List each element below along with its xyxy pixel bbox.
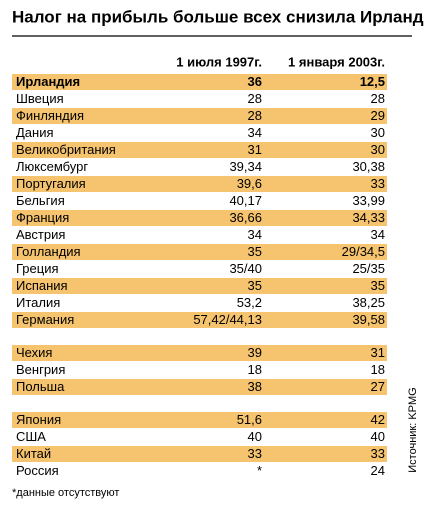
country: Польша (16, 379, 65, 394)
cell-2003: 33 (371, 446, 385, 461)
country: Россия (16, 463, 59, 478)
row-band (12, 446, 387, 462)
cell-1997: 31 (248, 142, 262, 157)
country: Португалия (16, 176, 86, 191)
country: США (16, 429, 46, 444)
cell-1997: 28 (248, 108, 262, 123)
cell-2003: 28 (371, 91, 385, 106)
cell-1997: * (257, 463, 262, 478)
cell-1997: 40 (248, 429, 262, 444)
column-header: 1 июля 1997г. (176, 54, 262, 69)
row-band (12, 345, 387, 361)
country: Япония (16, 412, 61, 427)
cell-1997: 35 (248, 278, 262, 293)
source: Источник: KPMG (407, 387, 419, 472)
cell-1997: 57,42/44,13 (193, 312, 262, 327)
country: Китай (16, 446, 51, 461)
country: Испания (16, 278, 68, 293)
cell-1997: 51,6 (237, 412, 262, 427)
cell-2003: 31 (371, 345, 385, 360)
country: Швеция (16, 91, 64, 106)
cell-1997: 28 (248, 91, 262, 106)
cell-1997: 39,34 (229, 159, 262, 174)
row-band (12, 108, 387, 124)
cell-2003: 12,5 (360, 74, 385, 89)
country: Дания (16, 125, 54, 140)
country: Франция (16, 210, 69, 225)
cell-1997: 40,17 (229, 193, 262, 208)
cell-2003: 35 (371, 278, 385, 293)
cell-1997: 35 (248, 244, 262, 259)
row-band (12, 176, 387, 192)
cell-2003: 30,38 (352, 159, 385, 174)
cell-2003: 39,58 (352, 312, 385, 327)
cell-2003: 34 (371, 227, 385, 242)
row-band (12, 210, 387, 226)
cell-2003: 25/35 (352, 261, 385, 276)
country: Австрия (16, 227, 65, 242)
cell-2003: 40 (371, 429, 385, 444)
title: Налог на прибыль больше всех снизила Ирл… (12, 7, 424, 26)
row-band (12, 278, 387, 294)
cell-2003: 38,25 (352, 295, 385, 310)
column-header: 1 января 2003г. (288, 54, 385, 69)
cell-2003: 18 (371, 362, 385, 377)
country: Венгрия (16, 362, 65, 377)
footnote: *данные отсутствуют (12, 487, 119, 499)
country: Ирландия (16, 74, 80, 89)
country: Бельгия (16, 193, 65, 208)
cell-1997: 53,2 (237, 295, 262, 310)
cell-1997: 18 (248, 362, 262, 377)
cell-1997: 34 (248, 227, 262, 242)
cell-2003: 24 (371, 463, 385, 478)
country: Голландия (16, 244, 81, 259)
cell-1997: 35/40 (229, 261, 262, 276)
cell-1997: 33 (248, 446, 262, 461)
country: Великобритания (16, 142, 116, 157)
row-band (12, 312, 387, 328)
cell-1997: 39 (248, 345, 262, 360)
row-band (12, 379, 387, 395)
cell-1997: 39,6 (237, 176, 262, 191)
cell-2003: 33 (371, 176, 385, 191)
row-band (12, 74, 387, 90)
cell-2003: 42 (371, 412, 385, 427)
country: Германия (16, 312, 74, 327)
row-band (12, 142, 387, 158)
country: Финляндия (16, 108, 84, 123)
cell-2003: 30 (371, 125, 385, 140)
cell-1997: 34 (248, 125, 262, 140)
cell-2003: 29/34,5 (342, 244, 385, 259)
cell-2003: 30 (371, 142, 385, 157)
cell-2003: 29 (371, 108, 385, 123)
country: Греция (16, 261, 59, 276)
country: Люксембург (16, 159, 88, 174)
cell-2003: 27 (371, 379, 385, 394)
row-band (12, 412, 387, 428)
cell-1997: 38 (248, 379, 262, 394)
cell-1997: 36,66 (229, 210, 262, 225)
row-band (12, 244, 387, 260)
cell-2003: 33,99 (352, 193, 385, 208)
cell-2003: 34,33 (352, 210, 385, 225)
country: Чехия (16, 345, 52, 360)
country: Италия (16, 295, 60, 310)
cell-1997: 36 (248, 74, 262, 89)
